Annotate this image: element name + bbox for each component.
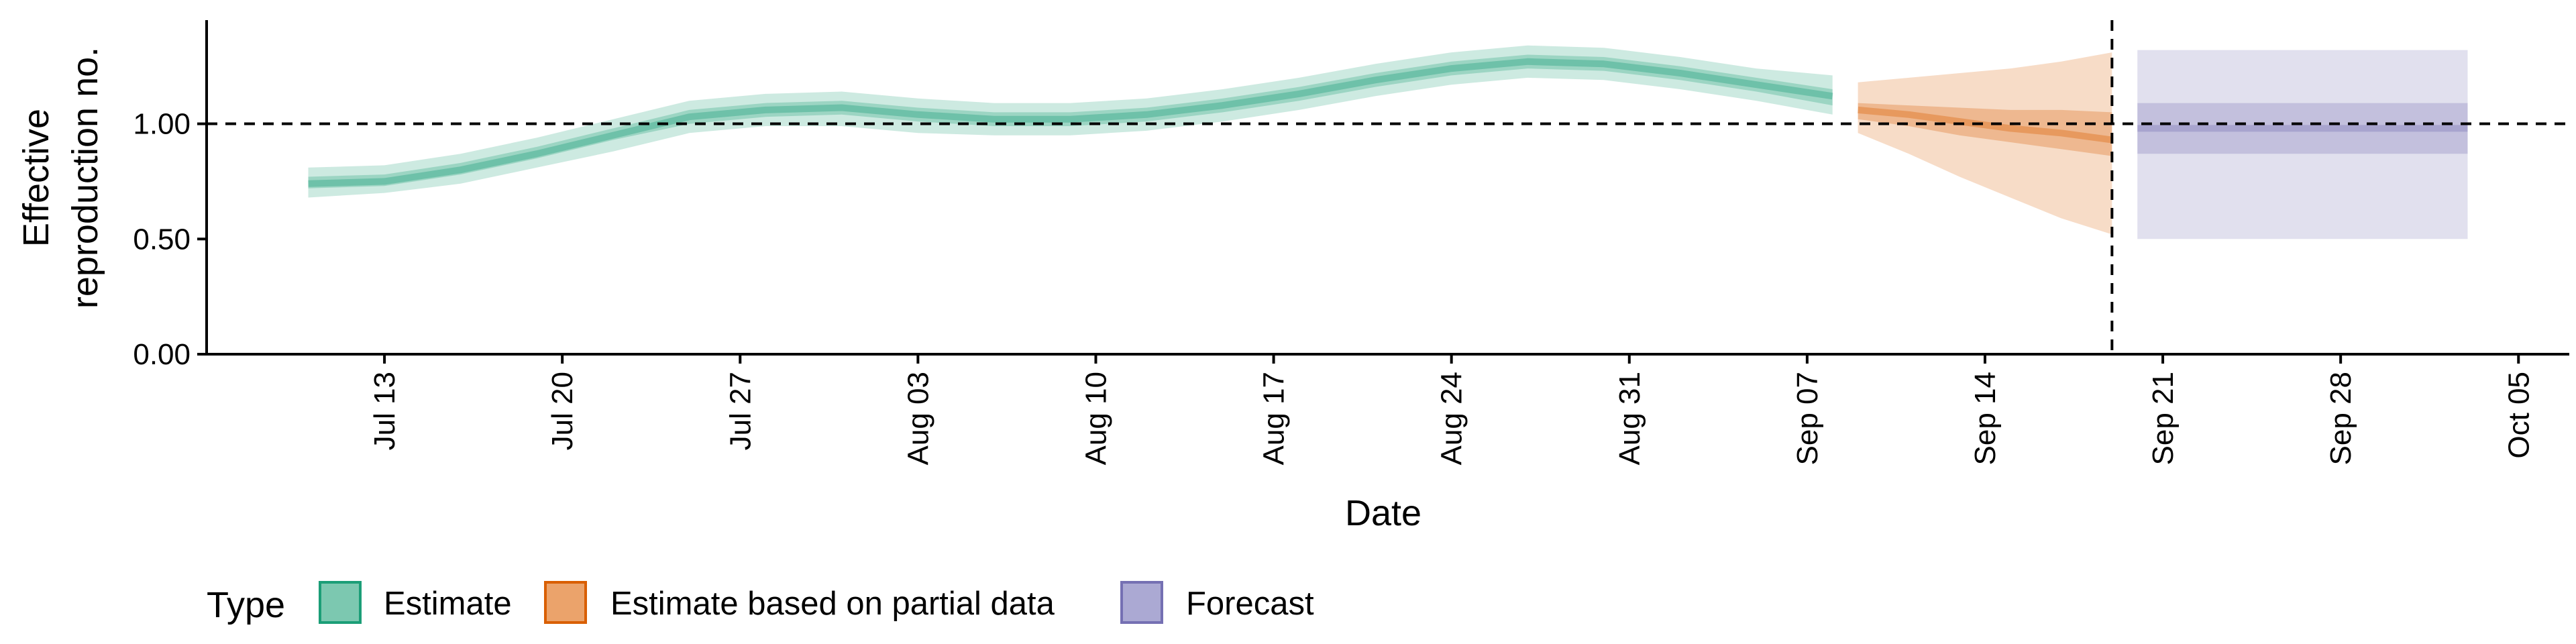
x-tick-label: Aug 10 — [1080, 372, 1113, 465]
x-tick-label: Sep 07 — [1791, 372, 1824, 465]
y-axis-title-line-1: Effective — [16, 109, 56, 247]
legend-label-forecast: Forecast — [1186, 586, 1314, 622]
legend-key-forecast — [1120, 581, 1163, 624]
estimate-based-on-partial-data-outer-interval — [1858, 52, 2112, 235]
x-tick-label: Jul 27 — [724, 372, 757, 450]
axes — [205, 20, 2569, 356]
estimate-based-on-partial-data-median-line — [1858, 106, 2112, 144]
series-forecast — [2137, 50, 2468, 239]
x-tick-label: Oct 05 — [2502, 372, 2535, 459]
forecast-outer-interval — [2137, 50, 2468, 239]
legend-label-partial-estimate: Estimate based on partial data — [610, 586, 1055, 622]
y-axis-title-line-2: reproduction no. — [65, 47, 105, 309]
x-tick-label: Sep 14 — [1969, 372, 2002, 465]
forecast-inner-interval — [2137, 103, 2468, 154]
x-tick-label: Sep 28 — [2324, 372, 2357, 465]
x-tick-label: Jul 20 — [546, 372, 579, 450]
legend-label-estimate: Estimate — [384, 586, 512, 622]
estimate-outer-interval — [308, 45, 1833, 198]
x-tick-label: Aug 24 — [1436, 372, 1468, 465]
x-tick-label: Aug 03 — [902, 372, 934, 465]
x-tick-label: Aug 17 — [1258, 372, 1291, 465]
x-ticks: Jul 13 Jul 20 Jul 27 Aug 03 Aug 10 Aug 17 Aug … — [368, 354, 2535, 465]
x-tick-label: Aug 31 — [1613, 372, 1646, 465]
x-tick-label: Sep 21 — [2147, 372, 2180, 465]
x-tick-label: Jul 13 — [368, 372, 401, 450]
y-tick-label: 0.00 — [133, 338, 191, 371]
legend-key-estimate — [319, 581, 362, 624]
y-tick-label: 0.50 — [133, 223, 191, 256]
estimate-inner-interval — [308, 54, 1833, 189]
estimate-based-on-partial-data-inner-interval — [1858, 103, 2112, 156]
legend-key-partial-estimate — [544, 581, 587, 624]
legend: Type Estimate Estimate based on partial … — [207, 581, 1314, 625]
series-estimate-based-on-partial-data — [1858, 52, 2112, 235]
estimate-median-line — [308, 58, 1833, 187]
legend-title: Type — [207, 585, 285, 625]
series-layer — [308, 45, 2468, 239]
y-tick-label: 1.00 — [133, 108, 191, 141]
series-estimate — [308, 45, 1833, 198]
y-ticks: 0.00 0.50 1.00 — [133, 108, 207, 371]
x-axis-title: Date — [1345, 493, 1421, 533]
